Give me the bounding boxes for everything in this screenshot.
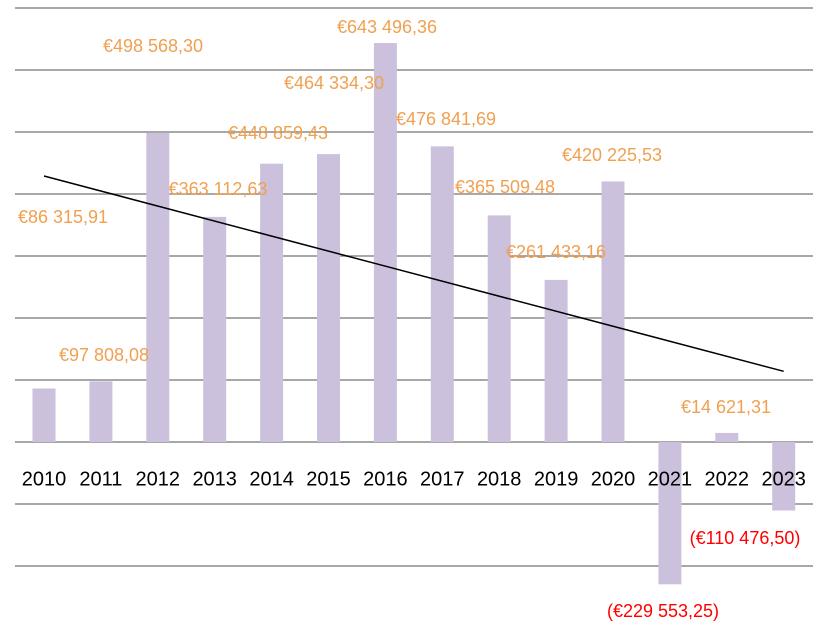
x-tick-label: 2011 [79,468,122,490]
bar [487,215,511,442]
x-tick-label: 2013 [192,468,237,490]
x-tick-label: 2017 [420,468,465,490]
data-label: €261 433,16 [506,242,606,262]
data-label: €86 315,91 [18,207,108,227]
bar [544,279,568,442]
bar [772,442,796,511]
bar [203,216,227,442]
data-label: (€110 476,50) [690,528,801,548]
x-tick-label: 2015 [306,468,351,490]
x-tick-label: 2021 [648,468,693,490]
x-tick-label: 2014 [249,468,294,490]
bar [715,432,739,442]
bar [430,146,454,442]
bar [32,388,56,442]
x-tick-label: 2012 [136,468,181,490]
x-tick-label: 2019 [534,468,579,490]
data-label: €476 841,69 [396,109,496,129]
bar [373,43,397,442]
data-label: €14 621,31 [681,397,771,417]
data-label: (€229 553,25) [607,601,719,621]
x-tick-label: 2022 [705,468,750,490]
x-tick-label: 2010 [22,468,67,490]
data-label: €363 112,63 [169,179,268,199]
x-tick-label: 2018 [477,468,522,490]
data-label: €97 808,08 [59,345,149,365]
x-tick-label: 2023 [761,468,806,490]
bar [260,163,284,442]
data-label: €498 568,30 [103,36,203,56]
bar [658,442,682,585]
data-label: €448 859,43 [228,123,328,143]
trendline [43,175,784,373]
data-label: €420 225,53 [562,145,662,165]
x-tick-label: 2020 [591,468,636,490]
bar [89,381,113,442]
bar [317,154,340,442]
x-tick-label: 2016 [363,468,408,490]
data-label: €464 334,30 [284,73,384,93]
data-label: €643 496,36 [337,17,437,37]
data-label: €365 509,48 [455,177,555,197]
bar [601,181,625,442]
bar [146,132,170,443]
